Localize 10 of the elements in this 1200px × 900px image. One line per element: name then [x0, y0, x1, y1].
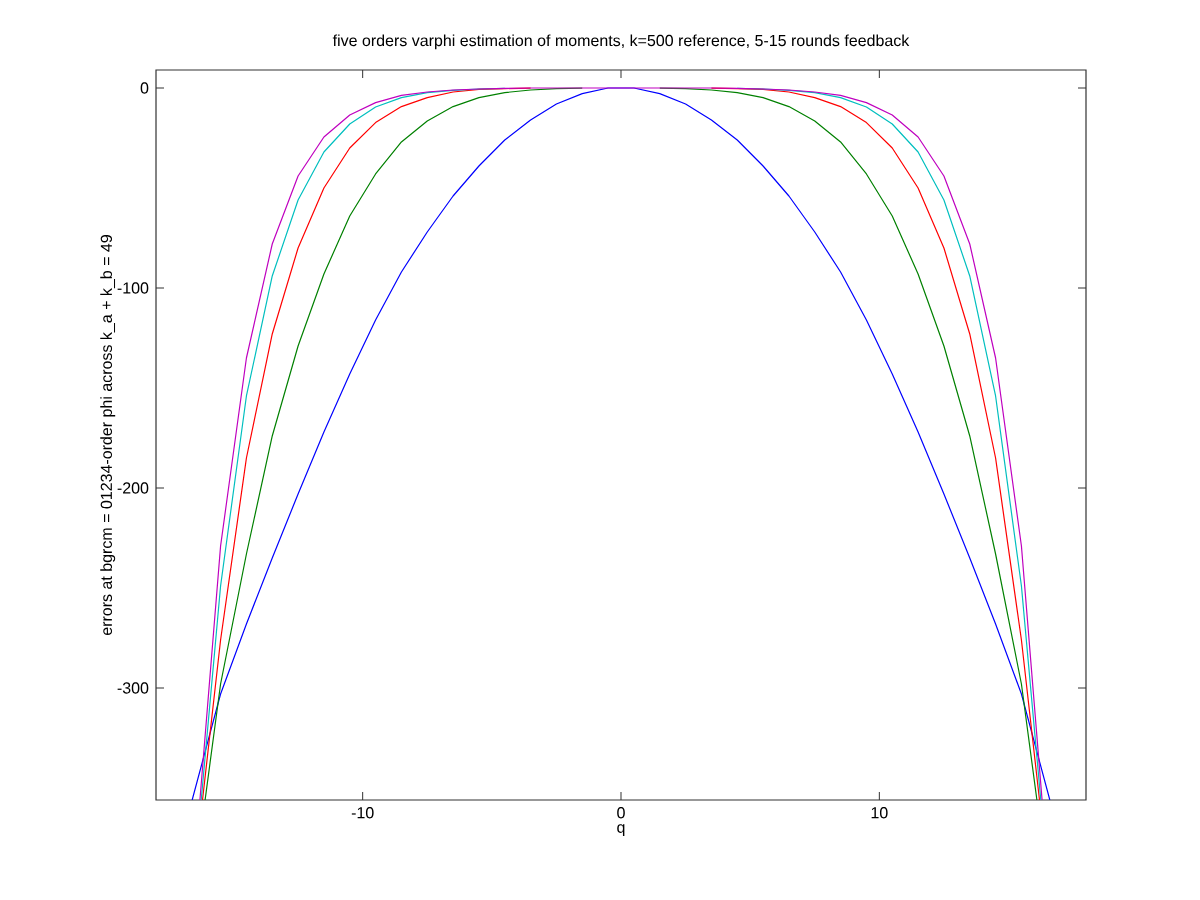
x-tick-label: 0: [617, 807, 625, 819]
x-tick-label: 10: [871, 807, 888, 819]
x-tick-label: -10: [351, 807, 374, 819]
y-tick-label: -100: [117, 282, 149, 294]
y-axis-title: errors at bgrcm = 01234-order phi across k_a + k_b = 49: [100, 235, 116, 636]
y-tick-label: -200: [117, 482, 149, 494]
y-tick-label: 0: [140, 82, 149, 94]
chart-title: five orders varphi estimation of moments, k=500 reference, 5-15 rounds feedback: [332, 34, 910, 50]
x-axis-title: q: [617, 824, 625, 837]
y-tick-label: -300: [117, 682, 149, 694]
